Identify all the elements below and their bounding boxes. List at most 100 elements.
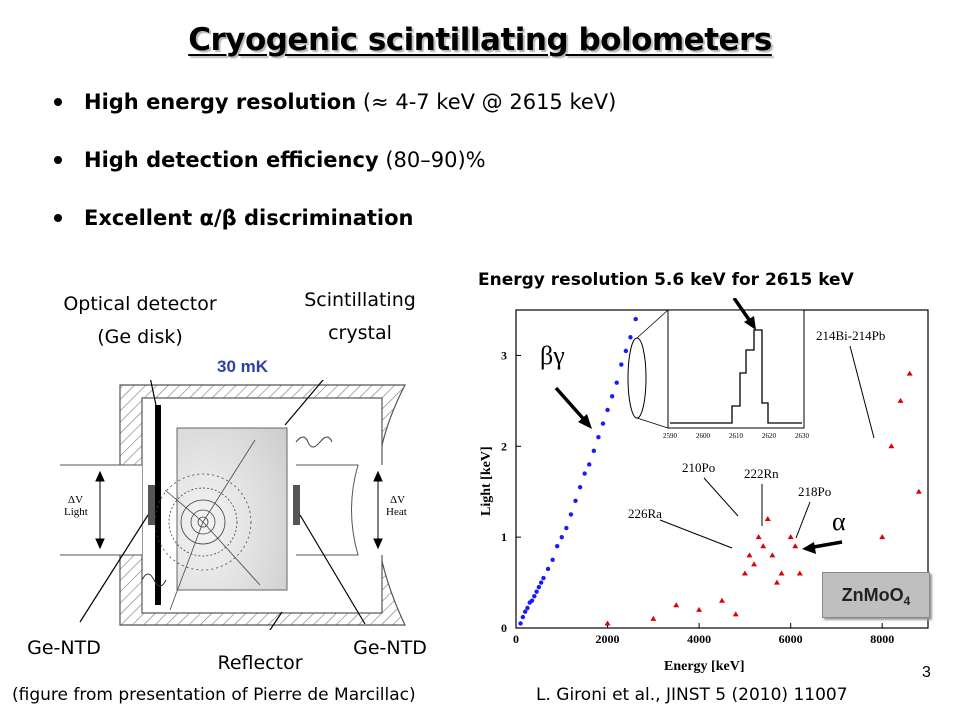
optical-detector-label: Optical detector (Ge disk): [40, 288, 240, 354]
page-title: Cryogenic scintillating bolometers: [188, 22, 772, 58]
beta-gamma-point: [536, 584, 542, 590]
beta-gamma-point: [600, 421, 606, 426]
arrow-alpha-head: [802, 542, 816, 554]
bullet-dot: [54, 214, 62, 222]
alpha-point: [906, 370, 913, 376]
x-tick-label: 2000: [596, 632, 620, 646]
crystal-badge: ZnMoO 4: [822, 572, 930, 618]
wire-heat: [295, 436, 333, 448]
po218-label: 218Po: [798, 484, 831, 499]
inset-tick-label: 2610: [729, 432, 744, 440]
beta-gamma-point: [532, 594, 537, 599]
ge-ntd-light: [148, 485, 155, 525]
ge-disk: [155, 405, 161, 605]
arrow-po210: [703, 477, 739, 517]
citation: L. Gironi et al., JINST 5 (2010) 11007: [536, 685, 848, 705]
beta-gamma-point: [605, 407, 610, 413]
beta-gamma-point: [614, 380, 619, 385]
scintillating-crystal-label: Scintillating crystal: [280, 284, 440, 350]
dv-heat-sub: Heat: [386, 506, 407, 518]
alpha-point: [719, 597, 725, 603]
inset-histogram: 2590 2600 2610 2620 2630: [663, 309, 810, 440]
dv-light-label: ΔV: [68, 494, 83, 506]
alpha-point: [915, 488, 922, 494]
bullet-dot: [54, 98, 62, 106]
energy-resolution-header: Energy resolution 5.6 keV for 2615 keV: [478, 270, 854, 290]
alpha-point: [604, 620, 611, 626]
beta-gamma-point: [596, 435, 601, 440]
beta-gamma-point: [568, 512, 574, 517]
crystal-badge-sub: 4: [903, 594, 911, 608]
alpha-point: [732, 611, 739, 617]
optical-detector-sub: (Ge disk): [97, 326, 183, 348]
alpha-point: [888, 443, 895, 449]
crystal-badge-text: ZnMoO: [841, 584, 904, 605]
y-tick-label: 0: [501, 621, 507, 635]
x-axis-label: Energy [keV]: [664, 659, 745, 674]
optical-detector-text: Optical detector: [63, 293, 217, 315]
beta-gamma-point: [587, 462, 592, 467]
alpha-point: [673, 602, 680, 608]
beta-gamma-point: [541, 575, 546, 581]
page-number: 3: [922, 664, 931, 681]
scintillating-text: Scintillating: [304, 289, 416, 311]
ge-ntd-left-label: Ge-NTD: [27, 637, 101, 659]
beta-gamma-point: [619, 362, 624, 367]
alpha-point: [764, 515, 771, 521]
arrow-ra226: [659, 519, 733, 549]
bullet-dot: [54, 156, 62, 164]
alpha-point: [897, 397, 904, 403]
beta-gamma-point: [545, 566, 551, 572]
inset-tick-label: 2630: [795, 432, 810, 440]
beta-gamma-point: [550, 557, 555, 563]
rn222-label: 222Rn: [744, 466, 779, 481]
bolometer-diagram: ΔV Light ΔV Heat: [60, 380, 407, 630]
beta-gamma-point: [538, 580, 544, 585]
alpha-point: [760, 543, 767, 549]
x-tick-label: 4000: [687, 632, 711, 646]
arrow-resolution-head: [744, 316, 756, 330]
bullet-list: High energy resolution (≈ 4-7 keV @ 2615…: [52, 90, 616, 264]
bullet-bold: High detection efficiency: [84, 148, 379, 172]
y-tick-label: 3: [501, 348, 507, 362]
beta-gamma-point: [564, 525, 569, 531]
bullet-item: High detection efficiency (80–90)%: [52, 148, 616, 206]
beta-gamma-point: [573, 498, 578, 503]
dv-light-sub: Light: [64, 506, 88, 518]
left-figure-caption: (figure from presentation of Pierre de M…: [12, 685, 416, 705]
beta-gamma-point: [529, 598, 535, 603]
beta-gamma-point: [520, 614, 526, 620]
inset-tick-label: 2600: [696, 432, 711, 440]
pointer-reflector: [269, 611, 283, 630]
dv-light-arrow: [95, 470, 105, 550]
alpha-point: [769, 552, 776, 558]
alpha-point: [792, 543, 799, 549]
inset-tick-label: 2620: [762, 432, 777, 440]
alpha-label: α: [832, 507, 846, 536]
x-tick-label: 8000: [870, 632, 894, 646]
ge-ntd-heat: [293, 485, 300, 525]
alpha-point: [796, 570, 803, 576]
beta-gamma-point: [559, 534, 564, 540]
bullet-bold: Excellent α/β discrimination: [84, 206, 414, 230]
arrow-bipb: [849, 345, 875, 439]
y-tick-label: 1: [501, 530, 507, 544]
y-tick-label: 2: [501, 439, 507, 453]
pointer-optical: [150, 380, 158, 411]
alpha-point: [773, 579, 780, 585]
alpha-point: [755, 534, 762, 540]
dv-heat-arrow: [373, 470, 383, 550]
beta-gamma-point: [534, 589, 539, 594]
inset-frame: [667, 309, 805, 429]
reflector-label: Reflector: [217, 652, 303, 674]
right-channel-edge: [296, 464, 359, 556]
light-vs-energy-scatter: 0 2000 4000 6000 8000 0 1 2 3 2590 2600 2610 2620 26…: [479, 298, 929, 674]
beta-gamma-point: [623, 348, 629, 354]
bullet-item: Excellent α/β discrimination: [52, 206, 616, 264]
temperature-label: 30 mK: [217, 357, 269, 376]
beta-gamma-point: [609, 394, 615, 399]
alpha-point: [751, 561, 758, 567]
x-tick-label: 6000: [779, 632, 803, 646]
bullet-item: High energy resolution (≈ 4-7 keV @ 2615…: [52, 90, 616, 148]
beta-gamma-point: [525, 605, 530, 611]
